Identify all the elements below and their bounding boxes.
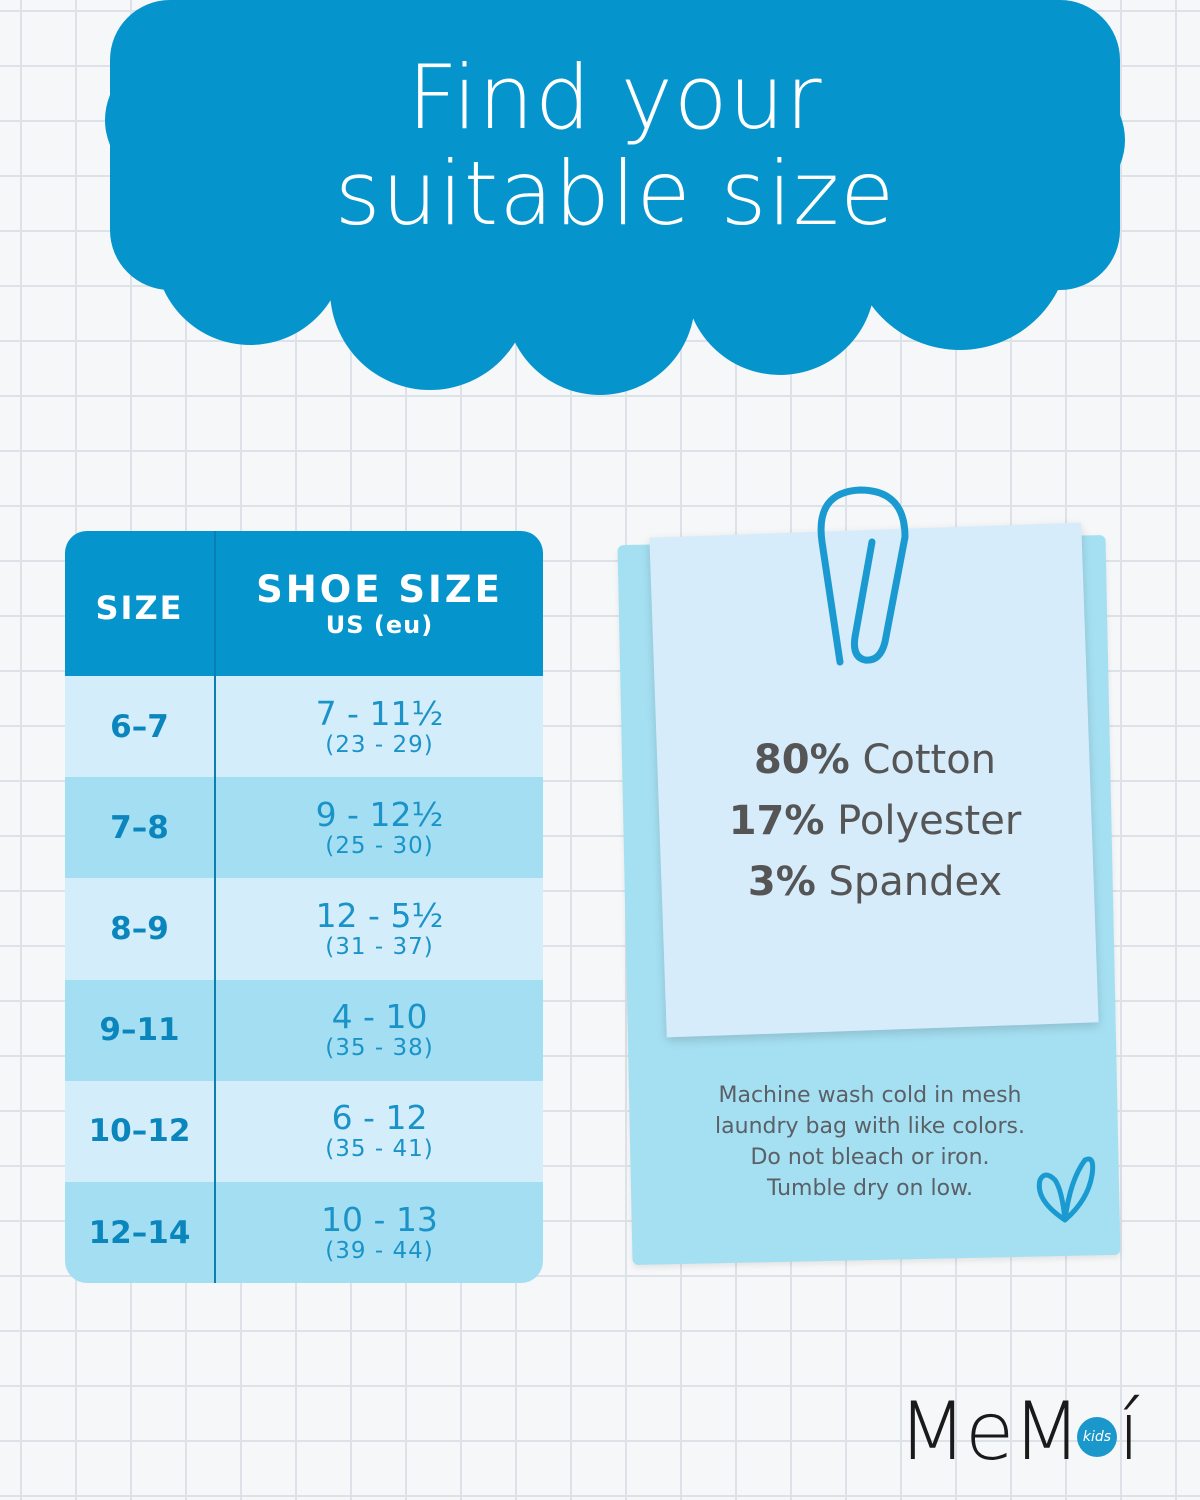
us-size: 4 - 10 [331, 997, 428, 1037]
logo-end: í [1118, 1385, 1141, 1478]
size-cell: 12–14 [65, 1181, 216, 1283]
paperclip-icon [817, 486, 909, 666]
us-size: 10 - 13 [321, 1199, 438, 1239]
us-size: 7 - 11½ [315, 693, 444, 733]
table-row: 8–9 12 - 5½ (31 - 37) [65, 878, 543, 980]
eu-size: (31 - 37) [325, 933, 434, 960]
fabric-pct: 80% [753, 737, 850, 783]
care-line: Do not bleach or iron. [750, 1145, 990, 1170]
size-cell: 6–7 [65, 676, 216, 778]
eu-size: (35 - 38) [325, 1035, 434, 1062]
table-row: 9–11 4 - 10 (35 - 38) [65, 979, 543, 1081]
size-cell: 8–9 [65, 878, 216, 980]
title-line-2: suitable size [334, 142, 896, 245]
eu-size: (39 - 44) [325, 1237, 434, 1264]
care-line: laundry bag with like colors. [715, 1114, 1025, 1139]
fabric-pct: 3% [747, 859, 816, 905]
brand-logo: MeM [898, 1385, 1081, 1478]
us-size: 6 - 12 [331, 1098, 428, 1138]
us-size: 12 - 5½ [315, 895, 444, 935]
care-instructions: Machine wash cold in mesh laundry bag wit… [660, 1080, 1080, 1204]
care-line: Tumble dry on low. [766, 1176, 974, 1201]
size-cell: 9–11 [65, 979, 216, 1081]
table-row: 12–14 10 - 13 (39 - 44) [65, 1181, 543, 1283]
eu-size: (23 - 29) [325, 731, 434, 758]
size-cell: 7–8 [65, 777, 216, 879]
table-header: SIZE SHOE SIZE US (eu) [65, 531, 543, 676]
header-size: SIZE [65, 531, 216, 676]
header-shoe-size: SHOE SIZE [256, 568, 503, 611]
fabric-name: Polyester [837, 798, 1022, 844]
fabric-composition: 80% Cotton 17% Polyester 3% Spandex [660, 730, 1090, 913]
fabric-pct: 17% [728, 798, 825, 844]
fabric-name: Spandex [828, 859, 1003, 905]
title-line-1: Find your [407, 46, 823, 149]
table-row: 10–12 6 - 12 (35 - 41) [65, 1080, 543, 1182]
eu-size: (35 - 41) [325, 1136, 434, 1163]
header-shoe-sub: US (eu) [325, 611, 434, 639]
fabric-name: Cotton [862, 737, 997, 783]
size-chart-table: SIZE SHOE SIZE US (eu) 6–7 7 - 11½ (23 - 2… [65, 531, 543, 1283]
table-row: 6–7 7 - 11½ (23 - 29) [65, 676, 543, 778]
fabric-line: 3% Spandex [660, 852, 1090, 913]
eu-size: (25 - 30) [325, 832, 434, 859]
table-row: 7–8 9 - 12½ (25 - 30) [65, 777, 543, 879]
care-line: Machine wash cold in mesh [718, 1083, 1022, 1108]
logo-kids-badge: kids [1077, 1417, 1117, 1457]
size-cell: 10–12 [65, 1080, 216, 1182]
heart-icon [1036, 1156, 1096, 1223]
fabric-line: 17% Polyester [660, 791, 1090, 852]
us-size: 9 - 12½ [315, 794, 444, 834]
title-cloud [105, 0, 1125, 395]
fabric-line: 80% Cotton [660, 730, 1090, 791]
